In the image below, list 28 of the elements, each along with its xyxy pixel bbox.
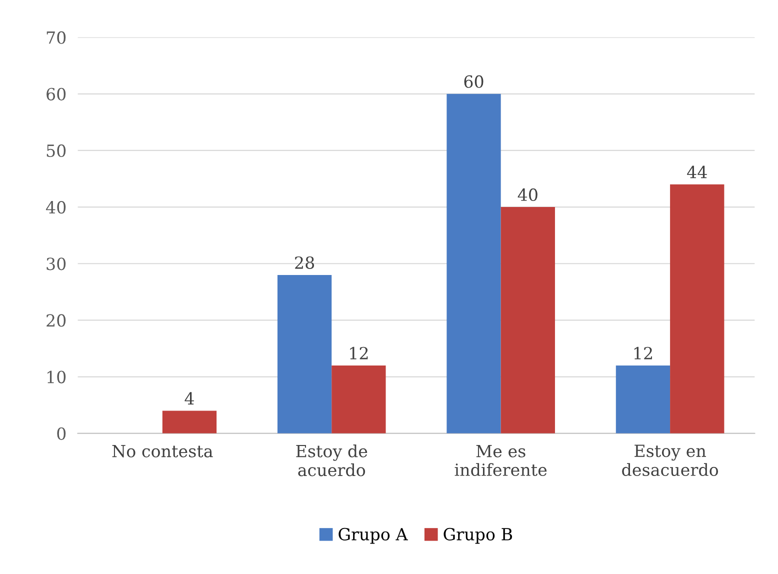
legend-label: Grupo A xyxy=(338,528,408,544)
bar xyxy=(162,410,217,434)
y-tick-label: 0 xyxy=(57,427,66,440)
bar xyxy=(277,274,332,434)
y-tick-label: 10 xyxy=(48,370,66,384)
legend-label: Grupo B xyxy=(444,528,512,544)
data-label: 4 xyxy=(184,392,194,404)
data-label: 12 xyxy=(350,346,368,360)
x-tick-label: Me es indiferente xyxy=(454,444,547,476)
bar xyxy=(332,365,386,434)
y-tick-label: 60 xyxy=(46,88,66,100)
bar xyxy=(670,184,724,434)
data-label: 60 xyxy=(464,75,484,88)
y-tick-label: 50 xyxy=(46,144,66,158)
data-label: 40 xyxy=(518,188,538,202)
bar xyxy=(446,94,501,434)
y-tick-label: 40 xyxy=(46,201,66,214)
x-tick-label: No contesta xyxy=(112,444,213,458)
bar xyxy=(616,365,670,434)
y-tick-label: 20 xyxy=(46,314,66,327)
x-tick-label: Estoy de acuerdo xyxy=(296,444,368,476)
data-label: 44 xyxy=(687,166,707,178)
data-label: 12 xyxy=(634,346,652,360)
y-tick-label: 30 xyxy=(46,258,66,270)
x-tick-label: Estoy en desacuerdo xyxy=(622,444,718,476)
data-label: 28 xyxy=(295,256,314,269)
bar xyxy=(500,207,555,434)
y-tick-label: 70 xyxy=(46,31,66,44)
